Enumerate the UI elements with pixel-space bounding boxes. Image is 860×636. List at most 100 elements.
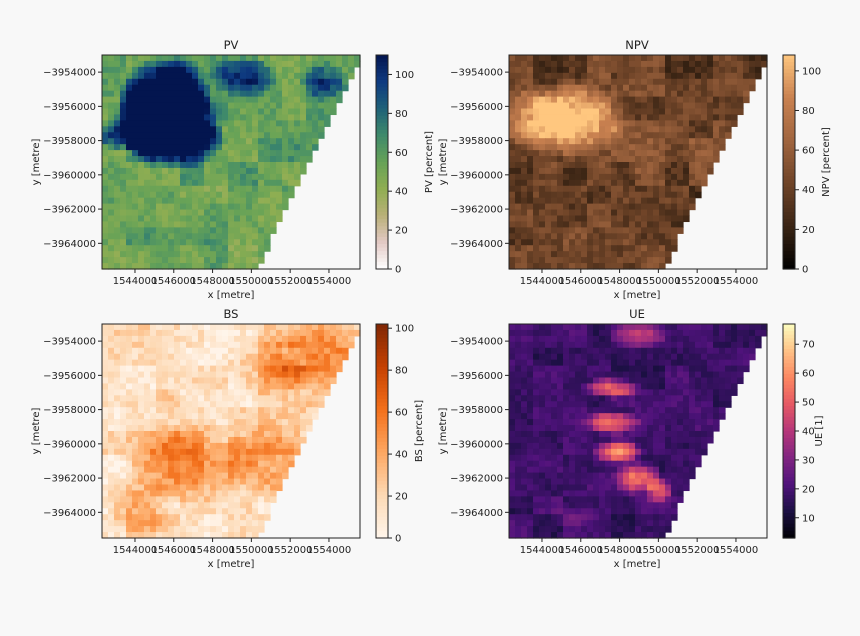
colorbar-swatch: [376, 87, 388, 92]
raster-cell: [725, 90, 732, 98]
raster-cell: [138, 335, 145, 343]
raster-cell: [102, 454, 109, 462]
raster-cell: [593, 126, 600, 133]
raster-cell: [659, 215, 666, 223]
raster-cell: [252, 78, 259, 86]
raster-cell: [180, 466, 187, 474]
raster-cell: [342, 55, 349, 62]
colorbar-tick-label: 20: [395, 226, 408, 237]
raster-cell: [647, 335, 654, 343]
raster-cell: [743, 78, 750, 86]
raster-cell: [288, 78, 295, 86]
raster-cell: [150, 508, 157, 515]
raster-cell: [575, 359, 582, 367]
raster-cell: [270, 425, 277, 432]
raster-cell: [258, 514, 265, 521]
raster-cell: [593, 245, 600, 252]
raster-cell: [533, 162, 540, 169]
raster-cell: [719, 78, 726, 86]
raster-cell: [617, 138, 624, 145]
raster-cell: [144, 401, 151, 408]
raster-cell: [252, 144, 259, 151]
raster-cell: [707, 162, 714, 169]
raster-cell: [198, 120, 205, 127]
raster-cell: [689, 329, 696, 337]
raster-cell: [240, 185, 247, 193]
raster-cell: [689, 185, 696, 193]
raster-cell: [737, 324, 744, 331]
raster-cell: [264, 484, 271, 492]
raster-cell: [551, 144, 558, 151]
raster-cell: [575, 114, 582, 121]
raster-cell: [509, 401, 516, 408]
raster-cell: [270, 466, 277, 474]
raster-cell: [539, 460, 546, 468]
raster-cell: [108, 251, 115, 258]
raster-cell: [300, 72, 307, 80]
raster-cell: [102, 233, 109, 240]
raster-cell: [222, 425, 229, 432]
raster-cell: [551, 377, 558, 385]
raster-cell: [216, 209, 223, 217]
raster-cell: [132, 167, 139, 175]
raster-cell: [509, 102, 516, 110]
raster-cell: [216, 472, 223, 480]
raster-cell: [168, 215, 175, 223]
raster-cell: [539, 353, 546, 361]
raster-cell: [575, 329, 582, 337]
raster-cell: [533, 413, 540, 420]
raster-cell: [551, 353, 558, 361]
raster-cell: [515, 245, 522, 252]
raster-cell: [629, 138, 636, 145]
raster-cell: [587, 377, 594, 385]
raster-cell: [707, 395, 714, 402]
raster-cell: [222, 197, 229, 205]
colorbar-swatch: [376, 505, 388, 511]
raster-cell: [240, 389, 247, 396]
raster-cell: [156, 179, 163, 187]
raster-cell: [641, 233, 648, 240]
colorbar-swatch: [783, 240, 795, 245]
raster-cell: [228, 72, 235, 80]
raster-cell: [677, 347, 684, 355]
raster-cell: [198, 347, 205, 355]
raster-cell: [515, 263, 522, 270]
raster-cell: [593, 72, 600, 80]
raster-cell: [683, 114, 690, 121]
raster-cell: [180, 221, 187, 228]
raster-cell: [240, 329, 247, 337]
raster-cell: [144, 108, 151, 116]
colorbar-swatch: [376, 137, 388, 142]
raster-cell: [114, 120, 121, 127]
raster-cell: [563, 162, 570, 169]
raster-cell: [138, 126, 145, 133]
raster-cell: [234, 156, 241, 163]
raster-cell: [108, 239, 115, 246]
raster-cell: [701, 329, 708, 337]
raster-cell: [258, 215, 265, 223]
raster-cell: [575, 84, 582, 92]
raster-cell: [527, 263, 534, 270]
raster-cell: [563, 365, 570, 373]
raster-cell: [647, 413, 654, 420]
raster-cell: [731, 377, 738, 385]
raster-cell: [707, 335, 714, 343]
raster-cell: [581, 442, 588, 450]
raster-cell: [210, 448, 217, 456]
raster-cell: [312, 60, 319, 68]
colorbar-swatch: [376, 204, 388, 209]
raster-cell: [228, 84, 235, 92]
colorbar-swatch: [376, 240, 388, 245]
raster-cell: [671, 138, 678, 145]
raster-cell: [120, 150, 127, 157]
raster-cell: [174, 233, 181, 240]
raster-cell: [569, 431, 576, 438]
raster-cell: [102, 401, 109, 408]
colorbar-swatch: [783, 65, 795, 70]
raster-cell: [216, 425, 223, 432]
raster-cell: [138, 197, 145, 205]
raster-cell: [252, 395, 259, 402]
raster-cell: [659, 335, 666, 343]
raster-cell: [575, 162, 582, 169]
raster-cell: [617, 460, 624, 468]
